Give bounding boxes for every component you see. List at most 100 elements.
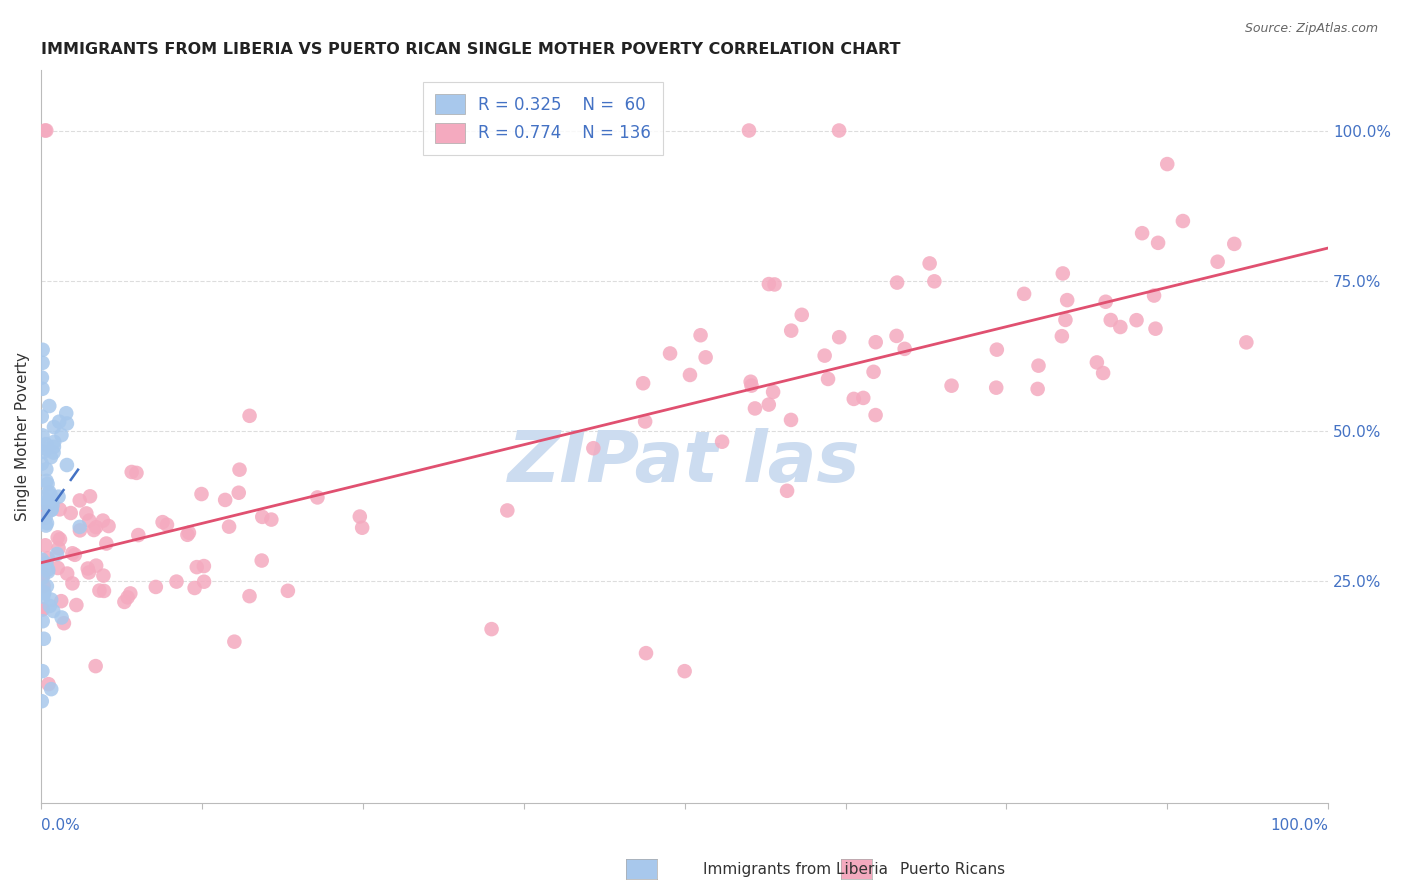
Point [37, 562, 59, 576]
Point [893, 342, 915, 356]
Point [121, 465, 143, 479]
Point [865, 335, 887, 350]
Point [828, 123, 851, 137]
Point [238, 589, 260, 603]
Point [918, 256, 941, 270]
Point [689, 328, 711, 343]
Text: 0.0%: 0.0% [41, 818, 80, 833]
Point [1092, 366, 1115, 380]
Point [260, 513, 283, 527]
Point [780, 324, 803, 338]
Point [776, 483, 799, 498]
Point [93, 568, 115, 582]
Point [218, 519, 240, 533]
Point [35, 505, 58, 519]
Point [65, 598, 87, 612]
Point [1012, 286, 1035, 301]
Point [56, 417, 79, 431]
Point [814, 349, 837, 363]
Point [924, 274, 946, 288]
Point [886, 329, 908, 343]
Point [31, 382, 53, 396]
Point [48, 502, 70, 516]
Point [69, 520, 91, 534]
Point [42, 440, 65, 454]
Point [49, 533, 72, 547]
Point [63, 548, 86, 562]
Point [1206, 254, 1229, 268]
Point [307, 491, 329, 505]
Point [41, 502, 63, 516]
Point [96, 536, 118, 550]
Point [42, 420, 65, 434]
Point [42, 604, 65, 618]
Point [56, 458, 79, 472]
Point [166, 574, 188, 589]
Point [31, 571, 53, 585]
Point [39, 682, 62, 697]
Point [31, 343, 53, 357]
Point [48, 490, 70, 504]
Point [1085, 355, 1108, 369]
Point [84, 659, 107, 673]
Point [52, 616, 75, 631]
Point [62, 576, 84, 591]
Point [44, 434, 66, 449]
Point [828, 330, 851, 344]
Point [31, 614, 53, 628]
Y-axis label: Single Mother Poverty: Single Mother Poverty [15, 352, 30, 521]
Point [31, 602, 53, 616]
Point [77, 514, 100, 528]
Point [986, 381, 1008, 395]
Point [31, 409, 53, 424]
Point [349, 509, 371, 524]
Point [352, 521, 374, 535]
Point [35, 123, 58, 137]
Point [84, 558, 107, 573]
Point [35, 557, 58, 571]
Point [51, 428, 73, 442]
Point [1130, 226, 1153, 240]
Point [31, 457, 53, 471]
Text: Source: ZipAtlas.com: Source: ZipAtlas.com [1244, 22, 1378, 36]
Point [31, 428, 53, 442]
Point [250, 553, 273, 567]
Point [83, 523, 105, 537]
Point [31, 603, 53, 617]
Point [32, 579, 55, 593]
Point [51, 610, 73, 624]
Point [740, 378, 762, 392]
Point [177, 525, 200, 540]
Point [39, 592, 62, 607]
Point [758, 398, 780, 412]
Point [1099, 313, 1122, 327]
Point [32, 566, 55, 581]
Point [38, 502, 60, 516]
Point [1171, 214, 1194, 228]
Point [39, 450, 62, 465]
Point [695, 351, 717, 365]
Point [1052, 267, 1074, 281]
Point [35, 442, 58, 456]
Point [84, 520, 107, 534]
Point [156, 517, 179, 532]
Point [31, 664, 53, 678]
Point [496, 503, 519, 517]
Point [1125, 313, 1147, 327]
Text: 100.0%: 100.0% [1270, 818, 1329, 833]
Point [39, 488, 62, 502]
Point [37, 496, 59, 510]
Point [740, 375, 762, 389]
Point [31, 584, 53, 599]
Point [780, 413, 803, 427]
Point [31, 552, 53, 566]
Point [112, 595, 135, 609]
Point [35, 474, 58, 488]
Point [38, 485, 60, 500]
Point [117, 591, 139, 605]
Point [886, 276, 908, 290]
Point [1147, 235, 1170, 250]
Point [35, 462, 58, 476]
Point [1026, 382, 1049, 396]
Text: Immigrants from Liberia: Immigrants from Liberia [703, 863, 889, 877]
